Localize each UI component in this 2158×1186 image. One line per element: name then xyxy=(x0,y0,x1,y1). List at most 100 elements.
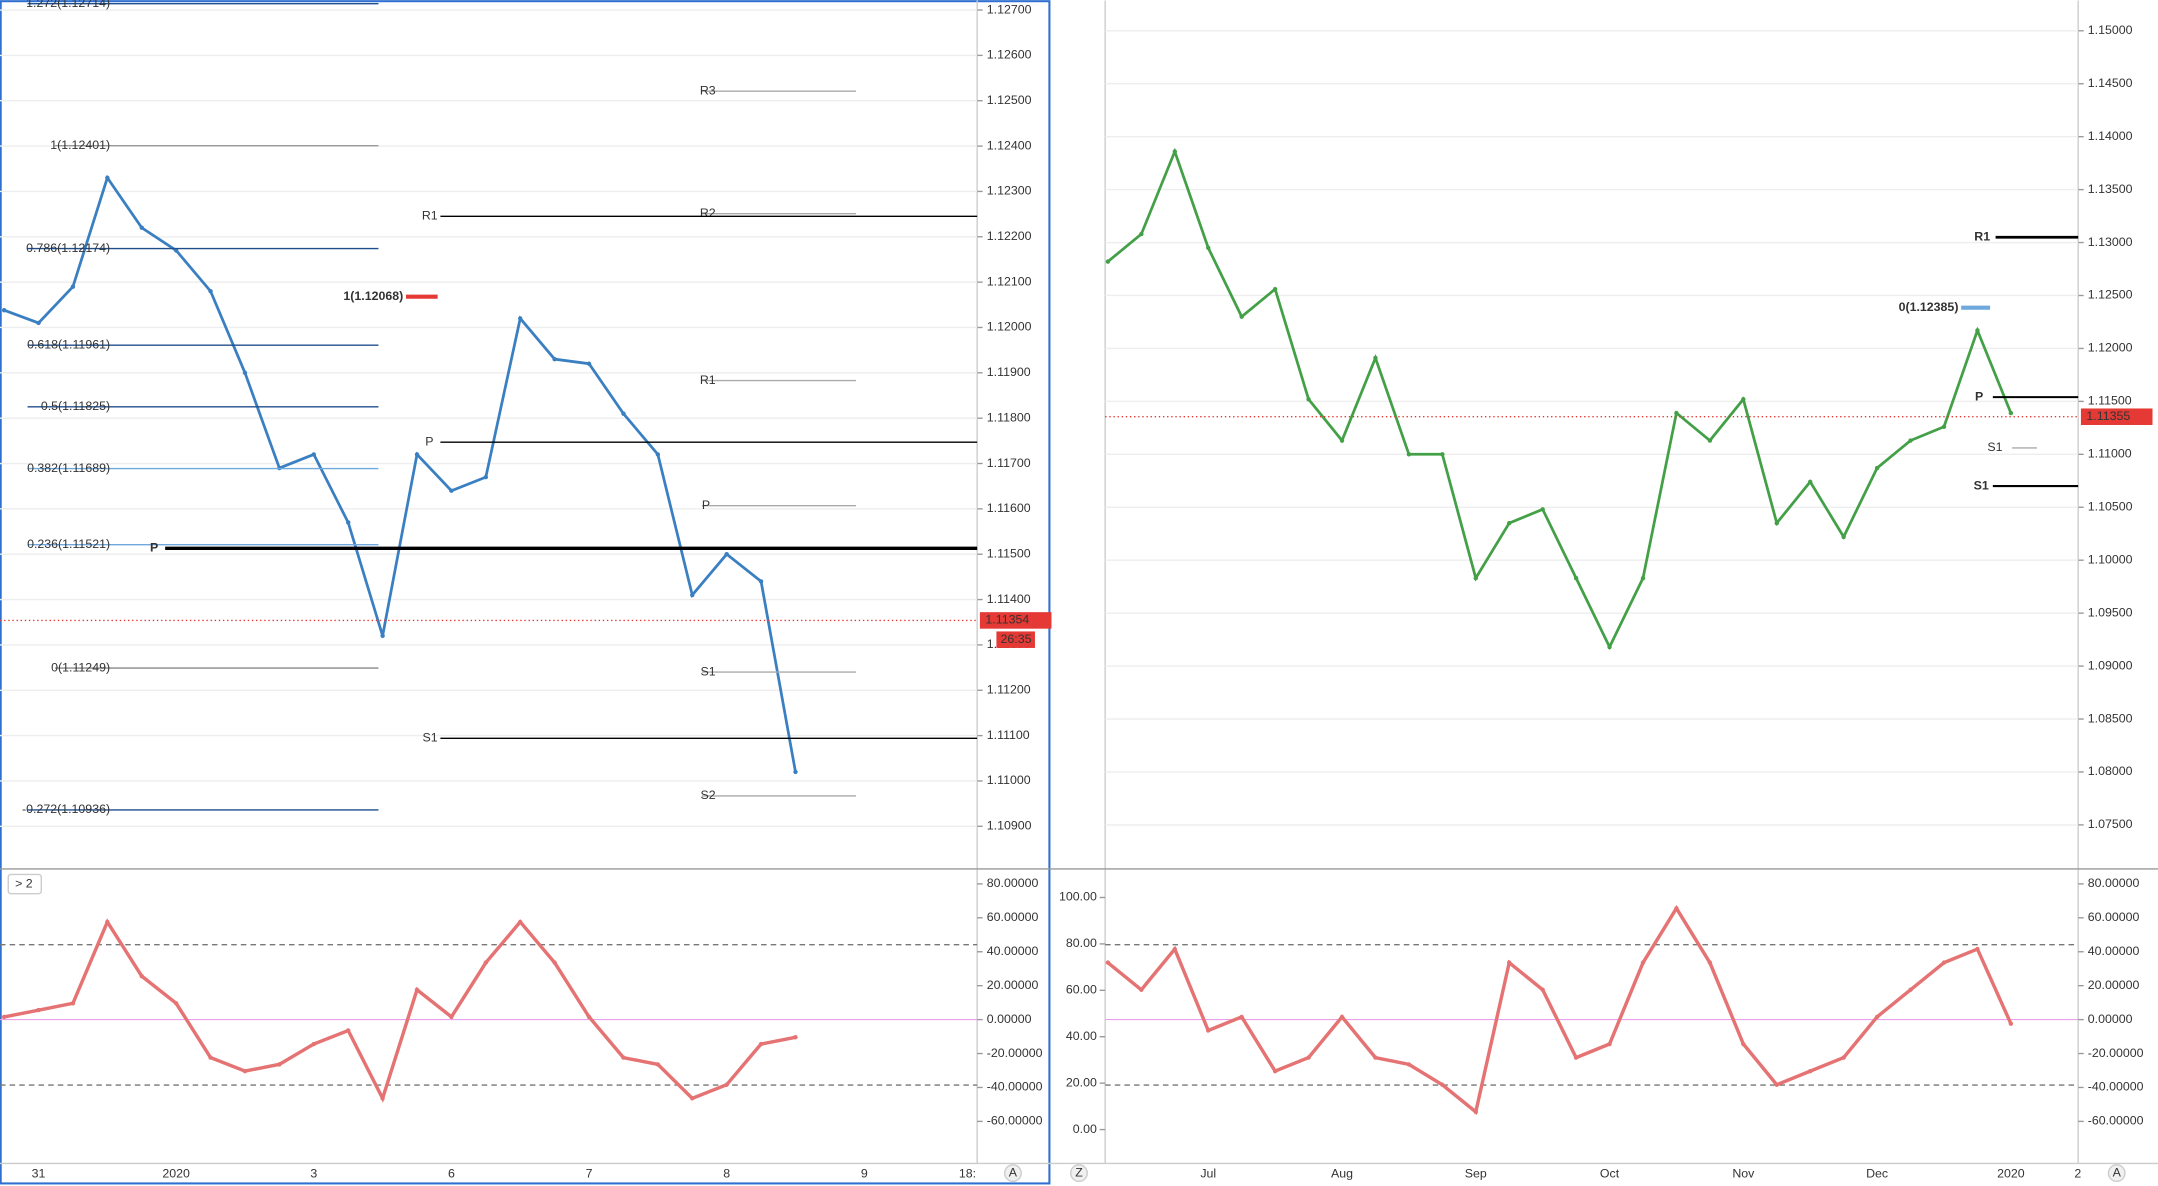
data-point xyxy=(724,1082,729,1087)
level-label: 0(1.12385) xyxy=(1899,300,1959,314)
data-point xyxy=(1507,960,1512,965)
data-point xyxy=(1908,438,1913,443)
y-tick-label: 1.09000 xyxy=(2088,658,2133,672)
data-point xyxy=(1975,328,1980,333)
data-point xyxy=(242,370,248,376)
level-label: P xyxy=(702,498,710,512)
data-point xyxy=(1707,960,1713,965)
x-tick-label: 2 xyxy=(2074,1167,2081,1181)
y-tick-label: 1.07500 xyxy=(2088,817,2133,831)
y2-tick-label: 0.00 xyxy=(1073,1122,1097,1136)
data-point xyxy=(1941,424,1947,429)
y-tick-label: 1.14000 xyxy=(2088,129,2133,143)
y2-tick-label: 40.00 xyxy=(1066,1029,1097,1043)
level-label: S1 xyxy=(1987,440,2002,454)
level-label: 0.236(1.11521) xyxy=(27,537,110,551)
y-tick-label: 1.12000 xyxy=(987,320,1032,334)
data-point xyxy=(345,520,351,525)
data-point xyxy=(655,452,661,457)
timer-tag xyxy=(996,631,1035,648)
price-tag-label: 1.11355 xyxy=(2086,409,2130,423)
data-point xyxy=(36,320,41,326)
data-point xyxy=(1808,479,1813,485)
corner-button-label[interactable]: A xyxy=(2113,1165,2122,1179)
data-point xyxy=(1272,286,1278,292)
level-label: 1.272(1.12714) xyxy=(26,0,110,10)
y-tick-label: -40.00000 xyxy=(987,1080,1043,1094)
data-point xyxy=(1440,452,1445,457)
data-point xyxy=(1808,1068,1813,1074)
corner-button[interactable] xyxy=(2107,1164,2126,1183)
data-point xyxy=(1373,355,1378,361)
data-point xyxy=(1440,1082,1445,1087)
y-tick-label: 1.12600 xyxy=(987,48,1032,62)
data-point xyxy=(1139,987,1144,992)
data-point xyxy=(1339,1014,1345,1020)
y-tick-label: 0.00000 xyxy=(2088,1012,2133,1026)
x-tick-label: 6 xyxy=(448,1167,455,1181)
y-tick-label: 1.11400 xyxy=(987,592,1031,606)
corner-button-label[interactable]: Z xyxy=(1075,1165,1083,1179)
y2-tick-label: 80.00 xyxy=(1066,936,1097,950)
data-point xyxy=(277,1062,282,1067)
data-point xyxy=(1406,452,1412,457)
data-point xyxy=(758,1041,764,1047)
y-tick-label: 20.00000 xyxy=(2088,978,2140,992)
data-point xyxy=(1707,438,1713,443)
y-tick-label: 40.00000 xyxy=(987,944,1039,958)
data-point xyxy=(1105,259,1111,264)
data-point xyxy=(1674,410,1679,416)
x-tick-label: Nov xyxy=(1732,1167,1755,1181)
y-tick-label: 1.12000 xyxy=(2088,341,2133,355)
data-point xyxy=(449,1014,454,1020)
y-tick-label: 1.11600 xyxy=(987,501,1031,515)
level-label: 1(1.12401) xyxy=(50,138,110,152)
level-label: S1 xyxy=(423,731,438,745)
data-point xyxy=(208,1055,213,1060)
y-tick-label: 1.12500 xyxy=(2088,288,2133,302)
data-point xyxy=(173,248,179,253)
y-tick-label: -20.00000 xyxy=(2088,1046,2144,1060)
data-point xyxy=(1139,231,1144,237)
y-tick-label: 1.11900 xyxy=(987,365,1031,379)
level-label: P xyxy=(150,541,158,555)
data-point xyxy=(586,361,592,366)
y-tick-label: 1.12500 xyxy=(987,93,1032,107)
y-tick-label: -60.00000 xyxy=(2088,1114,2144,1128)
data-point xyxy=(1306,1055,1311,1060)
data-point xyxy=(552,357,557,362)
y-tick-label: -40.00000 xyxy=(2088,1080,2144,1094)
data-point xyxy=(552,960,557,965)
y2-tick-label: 20.00 xyxy=(1066,1075,1097,1089)
data-point xyxy=(1774,1082,1779,1087)
price-tag xyxy=(979,612,1052,629)
data-point xyxy=(345,1028,351,1033)
data-point xyxy=(1406,1062,1412,1067)
data-point xyxy=(242,1068,248,1074)
level-label: R1 xyxy=(1974,230,1990,244)
data-point xyxy=(483,960,489,965)
indicator-toggle[interactable]: > 2 xyxy=(15,876,33,890)
corner-button[interactable] xyxy=(1070,1164,1088,1183)
data-point xyxy=(1640,575,1646,581)
price-line xyxy=(1106,905,2013,1115)
y-tick-label: -60.00000 xyxy=(987,1114,1043,1128)
data-point xyxy=(1206,1028,1211,1033)
data-point xyxy=(1473,575,1478,581)
corner-button[interactable] xyxy=(1003,1164,1022,1183)
indicator-toggle-box[interactable] xyxy=(7,873,42,895)
corner-button-label[interactable]: A xyxy=(1009,1165,1018,1179)
data-point xyxy=(1640,960,1646,965)
data-point xyxy=(311,1041,316,1047)
y-tick-label: 1.11200 xyxy=(987,683,1031,697)
level-label: S2 xyxy=(701,788,716,802)
y-tick-label: 1.11800 xyxy=(987,410,1031,424)
y-tick-label: 1.11500 xyxy=(987,546,1031,560)
data-point xyxy=(1172,149,1177,154)
y-tick-label: 1.12300 xyxy=(987,184,1032,198)
x-tick-label: 9 xyxy=(861,1167,868,1181)
level-label: R1 xyxy=(422,209,438,223)
data-point xyxy=(724,552,729,557)
data-point xyxy=(483,474,489,480)
data-point xyxy=(518,919,523,925)
